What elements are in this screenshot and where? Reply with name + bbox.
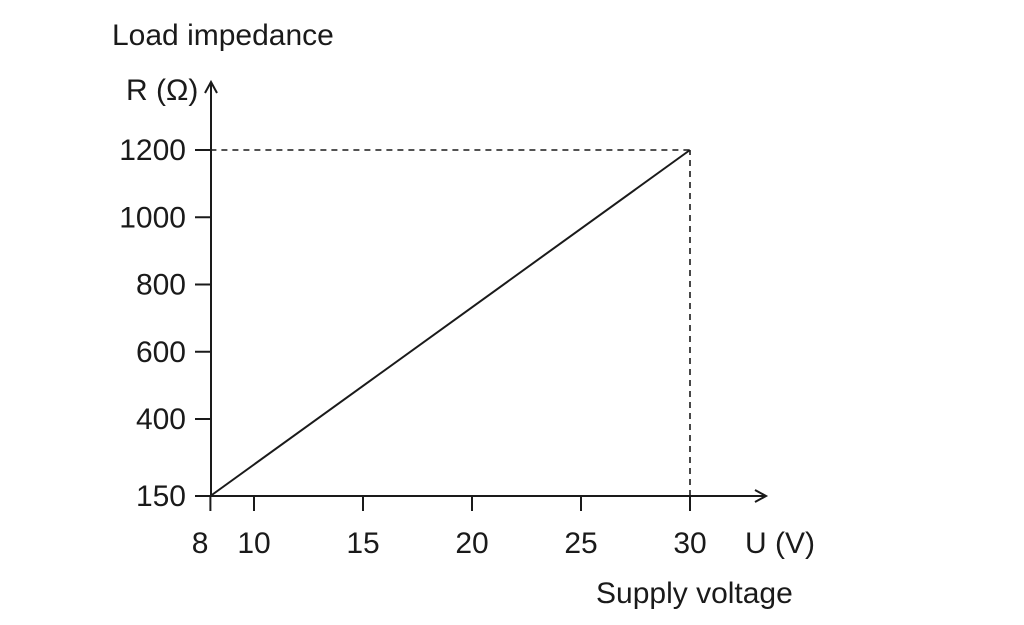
- y-axis-arrow-icon: [204, 79, 218, 94]
- chart-marks: 150 400 600 800 1000 1200 8 10 15 20 25 30: [119, 134, 706, 560]
- x-axis-label: U (V): [745, 527, 815, 560]
- y-tick-label: 150: [136, 480, 186, 513]
- x-axis-title: Supply voltage: [596, 577, 793, 610]
- y-tick-label: 1000: [119, 201, 186, 234]
- x-tick-label: 20: [455, 527, 488, 560]
- x-tick-label: 15: [346, 527, 379, 560]
- x-axis-arrow-icon: [754, 489, 769, 503]
- x-tick-label: 10: [237, 527, 270, 560]
- y-tick-label: 1200: [119, 134, 186, 167]
- x-tick-label: 8: [192, 527, 209, 560]
- chart-title: Load impedance: [112, 19, 334, 52]
- x-tick-label: 25: [564, 527, 597, 560]
- y-axis-label: R (Ω): [126, 74, 198, 107]
- y-tick-label: 600: [136, 336, 186, 369]
- series-line: [209, 149, 691, 497]
- y-tick-label: 800: [136, 269, 186, 302]
- x-tick-label: 30: [673, 527, 706, 560]
- y-tick-label: 400: [136, 403, 186, 436]
